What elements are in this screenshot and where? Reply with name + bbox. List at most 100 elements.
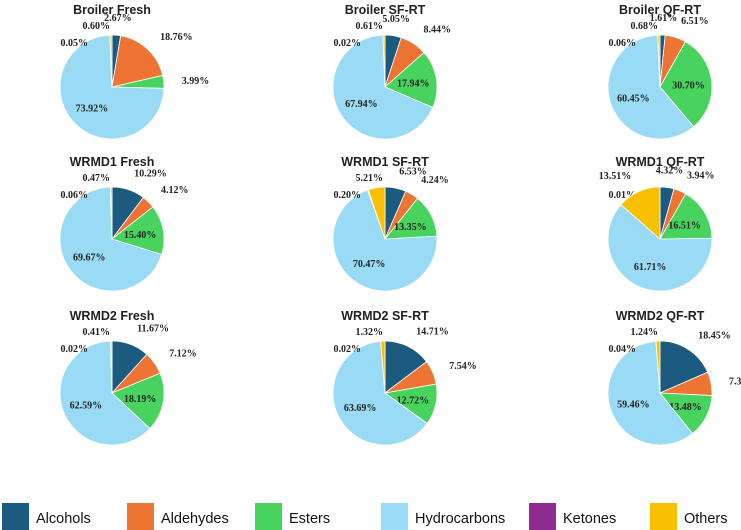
label-wrmd1-qf-rt-esters: 16.51% <box>668 221 701 232</box>
pie-wrmd1-sf-rt: WRMD1 SF-RT6.53%4.24% 13.35% 70.47% 0.20% 5.… <box>332 155 449 292</box>
slice-wrmd1-fresh-others <box>110 186 113 240</box>
label-wrmd1-qf-rt-alcohols: 4.32% <box>656 166 684 177</box>
label-broiler-qf-rt-esters: 30.70% <box>672 80 705 91</box>
slice-broiler-sf-rt-hydrocarbons <box>332 34 434 140</box>
slice-wrmd2-fresh-others <box>110 340 113 394</box>
label-wrmd1-qf-rt-hydrocarbons: 61.71% <box>634 262 667 273</box>
label-wrmd1-fresh-ketones: 0.06% <box>61 190 89 201</box>
label-wrmd1-qf-rt-others: 13.51% <box>599 171 632 182</box>
pie-title-wrmd1-fresh: WRMD1 Fresh <box>70 155 155 169</box>
label-broiler-sf-rt-hydrocarbons: 67.94% <box>345 99 378 110</box>
legend-swatch-aldehydes <box>127 503 154 530</box>
label-wrmd2-qf-rt-others: 1.24% <box>631 327 659 338</box>
label-wrmd2-sf-rt-alcohols: 14.71% <box>416 326 449 337</box>
label-broiler-sf-rt-ketones: 0.02% <box>334 38 362 49</box>
slice-wrmd1-qf-rt-esters <box>659 193 713 240</box>
pie-title-broiler-qf-rt: Broiler QF-RT <box>619 3 701 17</box>
legend-swatch-esters <box>255 503 282 530</box>
slice-broiler-qf-rt-others <box>657 34 661 88</box>
slice-wrmd1-fresh-hydrocarbons <box>59 186 163 292</box>
slice-wrmd2-sf-rt-others <box>380 340 386 394</box>
label-broiler-fresh-aldehydes: 18.76% <box>160 32 193 43</box>
label-wrmd2-qf-rt-ketones: 0.04% <box>609 344 637 355</box>
legend-item-esters: Esters <box>255 503 330 530</box>
legend-label-hydrocarbons: Hydrocarbons <box>415 511 505 527</box>
slice-wrmd2-sf-rt-hydrocarbons <box>332 340 428 446</box>
label-broiler-qf-rt-ketones: 0.06% <box>609 38 637 49</box>
slice-wrmd1-sf-rt-hydrocarbons <box>332 189 438 292</box>
label-wrmd2-fresh-alcohols: 11.67% <box>137 324 169 335</box>
slice-broiler-qf-rt-hydrocarbons <box>607 34 695 140</box>
slice-wrmd2-qf-rt-alcohols <box>659 340 709 394</box>
label-broiler-fresh-hydrocarbons: 73.92% <box>76 103 109 114</box>
label-wrmd1-fresh-hydrocarbons: 69.67% <box>73 252 106 263</box>
label-broiler-qf-rt-alcohols: 1.61% <box>650 13 678 24</box>
label-wrmd2-qf-rt-aldehydes: 7.33% <box>729 376 741 387</box>
label-wrmd2-fresh-aldehydes: 7.12% <box>169 349 197 360</box>
label-broiler-fresh-others: 0.60% <box>83 21 111 32</box>
pie-title-wrmd2-qf-rt: WRMD2 QF-RT <box>616 309 705 323</box>
pie-broiler-sf-rt: Broiler SF-RT5.05% 8.44% 17.94% 67.94% 0.02%… <box>332 3 452 140</box>
label-broiler-fresh-alcohols: 2.67% <box>104 13 132 24</box>
label-wrmd1-sf-rt-hydrocarbons: 70.47% <box>353 259 386 270</box>
label-broiler-sf-rt-others: 0.61% <box>356 21 384 32</box>
pie-title-wrmd2-fresh: WRMD2 Fresh <box>70 309 155 323</box>
slice-broiler-qf-rt-esters <box>659 41 713 128</box>
pie-title-broiler-fresh: Broiler Fresh <box>73 3 151 17</box>
label-broiler-qf-rt-aldehydes: 6.51% <box>681 16 709 27</box>
pie-wrmd1-qf-rt: WRMD1 QF-RT4.32% 3.94% 16.51% 61.71% 0.01% 13… <box>599 155 715 292</box>
legend-item-others: Others <box>650 503 728 530</box>
label-broiler-qf-rt-others: 0.68% <box>631 21 659 32</box>
label-wrmd2-sf-rt-hydrocarbons: 63.69% <box>344 403 377 414</box>
label-wrmd1-fresh-aldehydes: 4.12% <box>161 185 189 196</box>
label-wrmd1-sf-rt-esters: 13.35% <box>394 222 427 233</box>
label-wrmd2-fresh-ketones: 0.02% <box>61 344 89 355</box>
label-wrmd2-qf-rt-hydrocarbons: 59.46% <box>617 400 650 411</box>
label-wrmd1-sf-rt-ketones: 0.20% <box>334 190 362 201</box>
label-wrmd1-sf-rt-alcohols: 6.53% <box>399 167 427 178</box>
label-wrmd2-sf-rt-ketones: 0.02% <box>334 344 362 355</box>
slice-broiler-sf-rt-others <box>382 34 386 88</box>
label-broiler-sf-rt-alcohols: 5.05% <box>382 14 410 25</box>
slice-wrmd2-fresh-hydrocarbons <box>59 340 151 446</box>
label-wrmd1-fresh-alcohols: 10.29% <box>134 169 167 180</box>
label-wrmd1-sf-rt-aldehydes: 4.24% <box>421 175 449 186</box>
legend-label-alcohols: Alcohols <box>36 511 91 527</box>
legend-label-esters: Esters <box>289 511 330 527</box>
slice-wrmd1-fresh-esters <box>111 206 165 255</box>
legend-swatch-hydrocarbons <box>381 503 408 530</box>
slice-wrmd2-qf-rt-others <box>655 340 661 394</box>
slice-broiler-fresh-aldehydes <box>111 35 164 88</box>
legend-label-aldehydes: Aldehydes <box>161 511 229 527</box>
pie-title-wrmd1-sf-rt: WRMD1 SF-RT <box>341 155 429 169</box>
label-broiler-fresh-esters: 3.99% <box>182 76 210 87</box>
legend-label-ketones: Ketones <box>563 511 616 527</box>
label-wrmd2-fresh-esters: 18.19% <box>124 394 157 405</box>
label-wrmd2-qf-rt-alcohols: 18.45% <box>698 330 731 341</box>
label-broiler-fresh-ketones: 0.05% <box>61 38 89 49</box>
legend-item-ketones: Ketones <box>529 503 616 530</box>
slice-wrmd1-qf-rt-hydrocarbons <box>607 204 713 292</box>
label-wrmd1-qf-rt-aldehydes: 3.94% <box>687 170 715 181</box>
pie-title-broiler-sf-rt: Broiler SF-RT <box>345 3 426 17</box>
label-wrmd1-fresh-others: 0.47% <box>83 173 111 184</box>
legend-swatch-ketones <box>529 503 556 530</box>
slice-wrmd2-qf-rt-hydrocarbons <box>607 340 694 446</box>
pie-wrmd2-sf-rt: WRMD2 SF-RT 14.71% 7.54% 12.72% 63.69% 0.02% 1… <box>332 309 477 446</box>
legend-item-alcohols: Alcohols <box>2 503 91 530</box>
label-broiler-qf-rt-hydrocarbons: 60.45% <box>617 94 650 105</box>
pie-broiler-qf-rt: Broiler QF-RT1.61% 6.51% 30.70% 60.45% 0.06%… <box>607 3 713 140</box>
pie-wrmd2-qf-rt: WRMD2 QF-RT 18.45% 7.33% 13.48% 59.46% 0.04% 1… <box>607 309 741 446</box>
label-wrmd2-sf-rt-aldehydes: 7.54% <box>449 361 477 372</box>
legend-label-others: Others <box>684 511 728 527</box>
label-broiler-sf-rt-aldehydes: 8.44% <box>424 25 452 36</box>
slice-wrmd2-fresh-esters <box>111 372 165 430</box>
chart-legend: Alcohols Aldehydes Esters Hydrocarbons Keton… <box>2 503 728 530</box>
label-wrmd2-sf-rt-others: 1.32% <box>356 327 384 338</box>
legend-item-hydrocarbons: Hydrocarbons <box>381 503 505 530</box>
pie-title-wrmd1-qf-rt: WRMD1 QF-RT <box>616 155 705 169</box>
